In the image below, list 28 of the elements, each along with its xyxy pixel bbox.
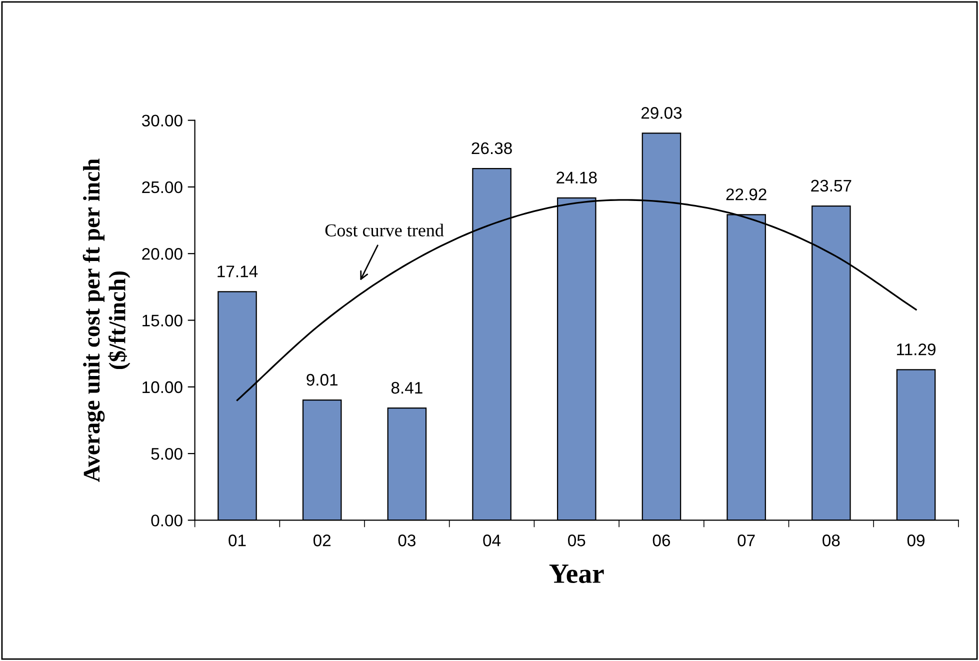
data-label: 23.57 [811, 180, 852, 192]
data-label: 8.41 [391, 382, 422, 394]
y-tick-label: 30.00 [142, 114, 182, 127]
annotation: Cost curve trend [325, 224, 444, 236]
y-axis-title: Average unit cost per ft per inch ($/ft/inch) [82, 158, 130, 482]
data-label: 9.01 [306, 374, 338, 386]
x-tick-label: 06 [652, 534, 670, 546]
data-label: 24.18 [556, 172, 597, 184]
y-tick-label: 0.00 [151, 514, 182, 526]
y-tick-label: 25.00 [142, 181, 182, 194]
x-tick-label: 09 [907, 534, 924, 546]
x-tick-label: 03 [398, 534, 416, 546]
x-axis-title: Year [549, 564, 604, 584]
x-tick-label: 02 [313, 534, 331, 546]
data-label: 17.14 [218, 266, 258, 278]
x-tick-label: 08 [822, 534, 840, 546]
x-tick-label: 04 [483, 534, 501, 546]
data-label: 29.03 [641, 107, 682, 119]
y-tick-label: 10.00 [142, 381, 182, 394]
x-tick-label: 07 [738, 534, 755, 546]
x-tick-label: 01 [228, 534, 246, 546]
x-tick-label: 05 [568, 534, 586, 546]
data-label: 11.29 [897, 344, 936, 356]
data-label: 26.38 [472, 142, 512, 154]
y-tick-label: 5.00 [151, 448, 182, 460]
y-tick-label: 15.00 [142, 314, 182, 326]
y-tick-label: 20.00 [142, 248, 182, 260]
data-label: 22.92 [726, 188, 766, 200]
